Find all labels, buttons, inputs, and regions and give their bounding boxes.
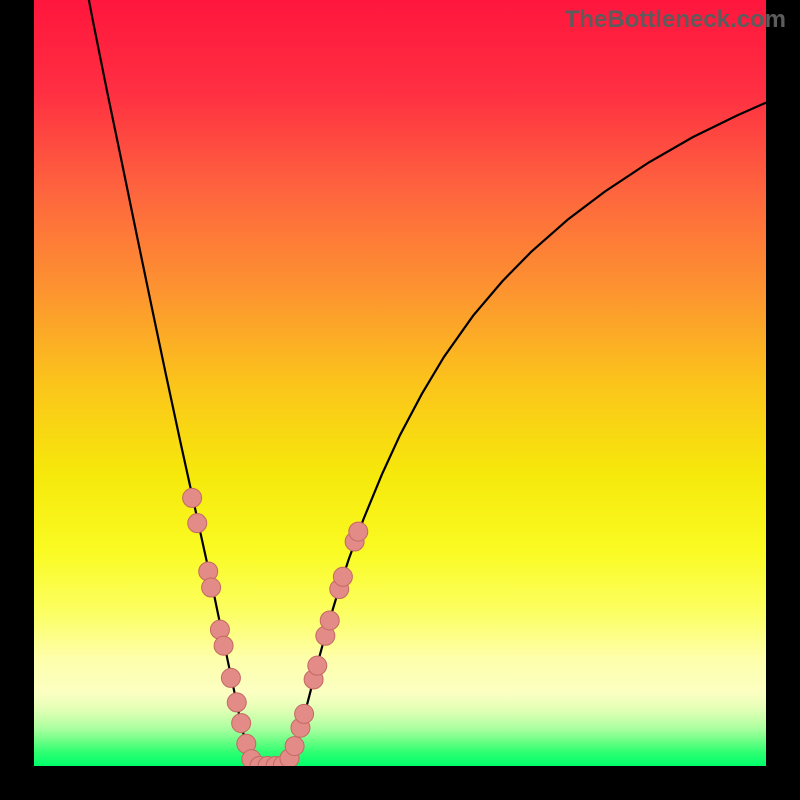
data-marker <box>232 714 251 733</box>
chart-container: TheBottleneck.com <box>0 0 800 800</box>
plot-frame <box>34 0 766 766</box>
data-marker <box>214 636 233 655</box>
data-marker <box>320 611 339 630</box>
data-marker <box>349 522 368 541</box>
data-marker <box>183 488 202 507</box>
data-marker <box>227 693 246 712</box>
data-marker <box>202 578 221 597</box>
data-marker <box>333 567 352 586</box>
chart-overlay <box>34 0 766 766</box>
data-marker <box>221 668 240 687</box>
data-marker <box>285 737 304 756</box>
data-marker <box>295 704 314 723</box>
data-marker <box>188 514 207 533</box>
curve-right <box>281 103 766 766</box>
watermark-text: TheBottleneck.com <box>565 6 786 34</box>
data-marker <box>308 656 327 675</box>
curve-left <box>82 0 260 766</box>
